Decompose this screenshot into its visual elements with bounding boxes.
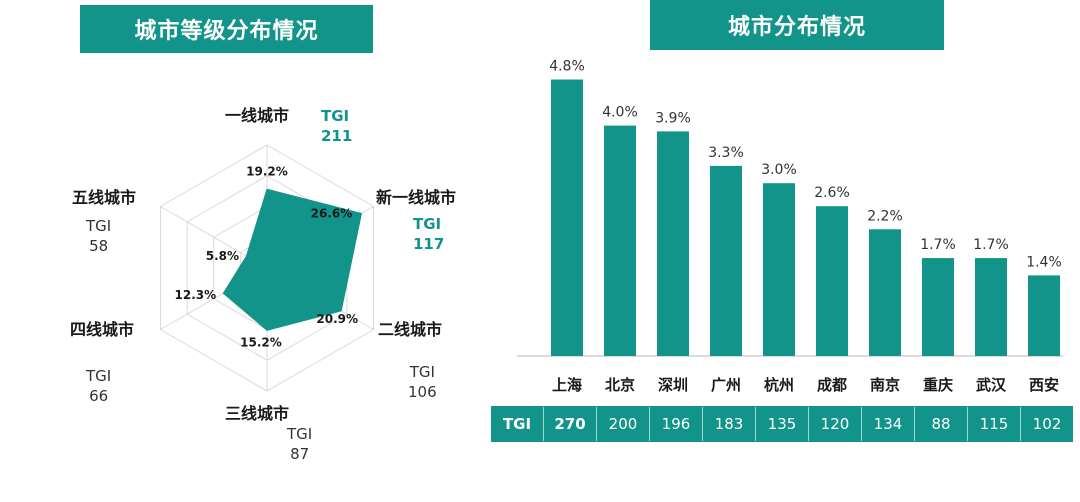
tgi-table-cell: 183 <box>702 407 755 441</box>
bar <box>604 125 636 356</box>
bar <box>657 131 689 356</box>
radar-value-label: 19.2% <box>246 164 288 178</box>
tgi-table-cell: 102 <box>1020 407 1073 441</box>
radar-tgi-value: 58 <box>89 237 109 255</box>
left-chart-title: 城市等级分布情况 <box>80 5 373 53</box>
bar <box>922 258 954 356</box>
bar-value-label: 2.2% <box>867 208 903 224</box>
bar <box>816 206 848 356</box>
radar-chart: 19.2% 26.6% 20.9% 15.2% 12.3% 5.8% <box>159 144 375 392</box>
tgi-table-header: TGI <box>491 407 543 441</box>
radar-tgi-label: TGI <box>413 215 442 233</box>
tgi-table-cell: 88 <box>914 407 967 441</box>
bar-category-label: 南京 <box>870 376 900 394</box>
bar-category-label: 成都 <box>817 376 847 394</box>
tgi-table-cell: 115 <box>967 407 1020 441</box>
tgi-table-cell: 134 <box>861 407 914 441</box>
radar-value-label: 15.2% <box>240 335 282 349</box>
bar-value-label: 2.6% <box>814 185 850 201</box>
bar-category-label: 重庆 <box>923 376 953 394</box>
bar <box>763 183 795 356</box>
tgi-table: TGI 270 200 196 183 135 120 134 88 115 102 <box>491 406 1073 442</box>
radar-tgi-value: 106 <box>408 383 437 401</box>
radar-tgi-block: TGI 117 <box>413 214 444 254</box>
bar-value-label: 1.4% <box>1026 254 1062 270</box>
bar-category-label: 深圳 <box>658 376 688 394</box>
bar <box>869 229 901 356</box>
radar-data-area <box>222 188 363 331</box>
radar-axis-label: 三线城市 <box>225 404 290 423</box>
radar-tgi-label: TGI <box>86 217 112 235</box>
bar-value-label: 4.8% <box>549 59 585 75</box>
radar-axis-label: 一线城市 <box>225 106 290 125</box>
radar-tgi-value: 211 <box>321 127 353 145</box>
radar-tgi-label: TGI <box>409 363 435 381</box>
radar-axis-label: 五线城市 <box>72 188 137 207</box>
bar-value-label: 3.3% <box>708 145 744 161</box>
bar-value-label: 1.7% <box>920 237 956 253</box>
bar-category-label: 杭州 <box>764 376 794 394</box>
radar-tgi-value: 66 <box>89 387 109 405</box>
radar-axis-label: 四线城市 <box>70 320 135 339</box>
bar-value-label: 3.0% <box>761 162 797 178</box>
right-chart-title: 城市分布情况 <box>650 0 944 50</box>
bar-category-label: 广州 <box>711 376 741 394</box>
bar-value-label: 1.7% <box>973 237 1009 253</box>
radar-tgi-block: TGI 87 <box>287 424 312 464</box>
tgi-table-cell: 270 <box>543 407 596 441</box>
bar <box>551 79 583 357</box>
radar-tgi-label: TGI <box>321 107 350 125</box>
tgi-table-cell: 200 <box>596 407 649 441</box>
radar-value-label: 5.8% <box>206 249 239 263</box>
bar-category-label: 上海 <box>552 376 582 394</box>
radar-value-label: 26.6% <box>311 206 353 220</box>
bar <box>1028 275 1060 356</box>
radar-tgi-label: TGI <box>287 425 313 443</box>
radar-tgi-block: TGI 58 <box>86 216 111 256</box>
bar-category-label: 西安 <box>1029 376 1059 394</box>
radar-tgi-block: TGI 106 <box>408 362 437 402</box>
radar-axis-label: 新一线城市 <box>376 188 457 207</box>
tgi-table-cell: 196 <box>649 407 702 441</box>
radar-value-label: 12.3% <box>175 288 217 302</box>
bar-category-label: 北京 <box>605 376 635 394</box>
bar <box>975 258 1007 356</box>
radar-tgi-block: TGI 211 <box>321 106 352 146</box>
bar <box>710 165 742 356</box>
radar-axis-label: 二线城市 <box>378 320 443 339</box>
bar-value-label: 4.0% <box>602 105 638 121</box>
radar-tgi-value: 87 <box>290 445 310 463</box>
radar-value-label: 20.9% <box>316 312 358 326</box>
radar-tgi-block: TGI 66 <box>86 366 111 406</box>
bar-category-label: 武汉 <box>976 376 1007 394</box>
radar-tgi-value: 117 <box>413 235 445 253</box>
tgi-table-cell: 120 <box>808 407 861 441</box>
radar-tgi-label: TGI <box>86 367 112 385</box>
bar-value-label: 3.9% <box>655 110 691 126</box>
tgi-table-cell: 135 <box>755 407 808 441</box>
